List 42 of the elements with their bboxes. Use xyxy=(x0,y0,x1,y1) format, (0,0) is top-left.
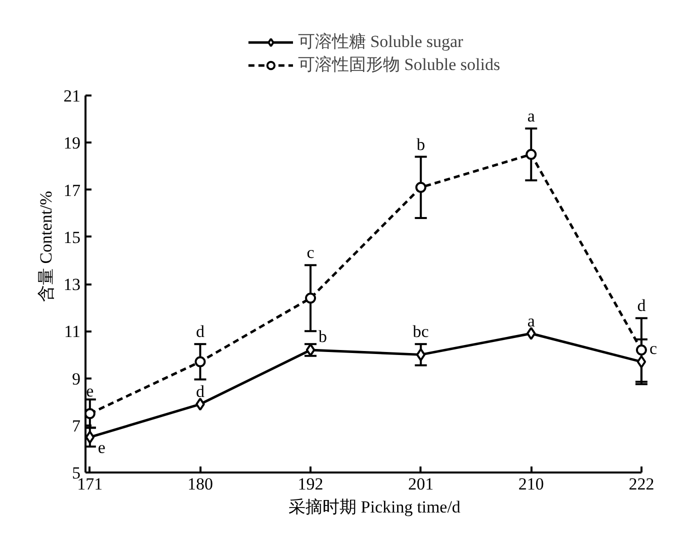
point xyxy=(306,343,316,356)
annotation: c xyxy=(306,243,315,262)
annotation: b xyxy=(416,134,426,154)
point xyxy=(526,148,537,160)
y-tick-label: 5 xyxy=(72,464,80,482)
x-axis-title: 采摘时期 Picking time/d xyxy=(288,498,461,516)
y-tick-label: 13 xyxy=(64,275,80,294)
point xyxy=(416,348,426,362)
point xyxy=(415,182,426,193)
annotation: d xyxy=(637,296,646,316)
y-tick-label: 15 xyxy=(64,228,80,247)
y-tick-label: 7 xyxy=(72,416,81,436)
x-tick-label: 222 xyxy=(628,474,654,494)
text: c xyxy=(649,338,658,358)
point xyxy=(86,430,95,444)
point xyxy=(194,356,206,368)
y-axis-title: 含量 Content/% xyxy=(36,191,56,302)
x-tick-label: 201 xyxy=(408,474,434,494)
y-tick-label: 11 xyxy=(64,322,81,342)
x-tick-label: 192 xyxy=(298,474,324,494)
point xyxy=(196,398,205,411)
annotation: a xyxy=(527,106,536,126)
annotation: d xyxy=(196,322,205,342)
legend-label: 可溶性固形物 Soluble solids xyxy=(298,54,500,76)
annotation: bc xyxy=(412,322,430,342)
point xyxy=(86,408,96,420)
y-tick-label: 9 xyxy=(72,369,80,388)
annotation: a xyxy=(527,311,536,330)
annotation: b xyxy=(318,326,328,346)
legend-label: 可溶性糖 Soluble sugar xyxy=(298,31,464,53)
x-tick-label: 180 xyxy=(187,474,213,494)
annotation: e xyxy=(98,438,106,458)
x-tick-label: 210 xyxy=(518,474,544,494)
y-tick-label: 17 xyxy=(64,180,81,200)
annotation: e xyxy=(86,381,94,400)
point xyxy=(526,326,536,340)
point xyxy=(305,292,316,304)
y-tick-label: 19 xyxy=(64,134,80,153)
y-tick-label: 21 xyxy=(64,86,80,106)
point xyxy=(636,355,646,368)
point xyxy=(636,344,647,356)
annotation: d xyxy=(196,382,205,402)
